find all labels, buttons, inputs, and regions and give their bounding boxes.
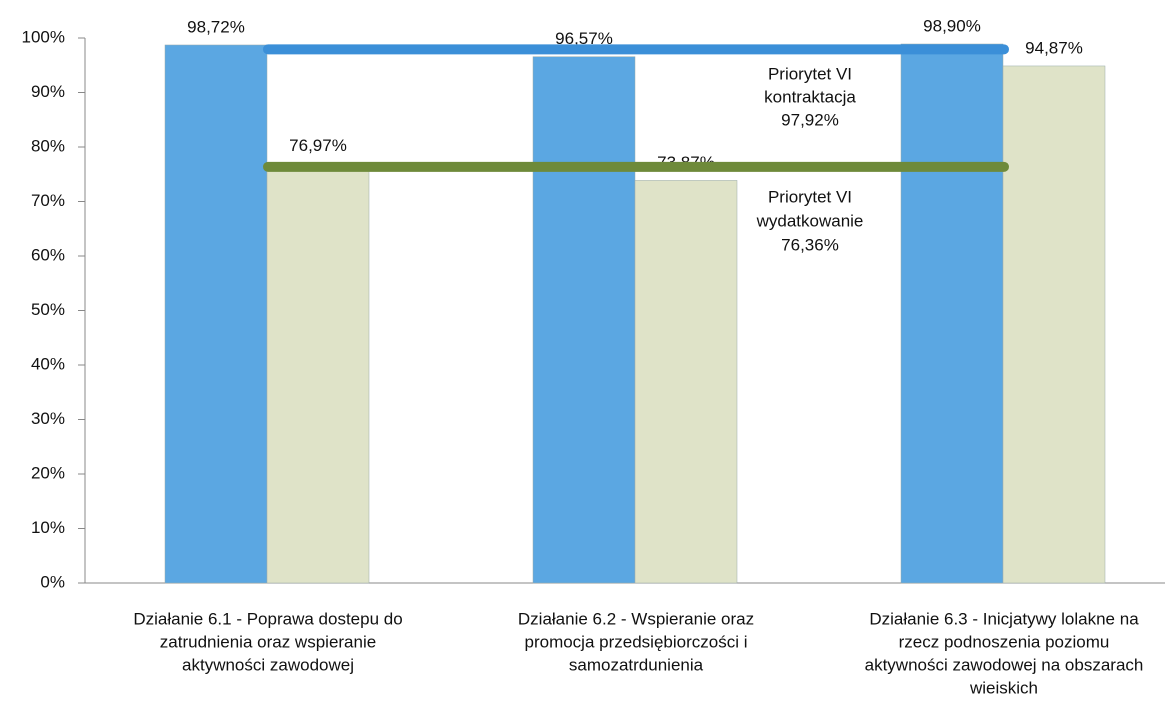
x-tick-label: Działanie 6.3 - Inicjatywy lolakne na [869, 609, 1139, 628]
y-tick-label: 40% [31, 354, 65, 373]
x-tick-label: rzecz podnoszenia poziomu [899, 632, 1110, 651]
x-tick-label: Działanie 6.2 - Wspieranie oraz [518, 609, 754, 628]
x-tick-label: zatrudnienia oraz wspieranie [160, 632, 376, 651]
x-tick-label: wieiskich [969, 678, 1038, 697]
bar [1002, 65, 1106, 584]
y-tick-label: 0% [40, 572, 65, 591]
data-label: 96,57% [555, 29, 613, 48]
x-tick-label: samozatrdunienia [569, 655, 704, 674]
data-label: 94,87% [1025, 38, 1083, 57]
bar [266, 163, 370, 584]
bar [634, 180, 738, 584]
bar [900, 43, 1004, 584]
y-tick-label: 100% [22, 27, 65, 46]
y-tick-label: 50% [31, 300, 65, 319]
y-tick-label: 20% [31, 463, 65, 482]
x-tick-label: Działanie 6.1 - Poprawa dostepu do [133, 609, 402, 628]
x-tick-label: aktywności zawodowej na obszarach [865, 655, 1144, 674]
x-tick-label: promocja przedsiębiorczości i [525, 632, 748, 651]
y-tick-label: 60% [31, 245, 65, 264]
reference-value: 97,92% [781, 110, 839, 129]
reference-label: Priorytet VI [768, 64, 852, 83]
data-label: 98,72% [187, 17, 245, 36]
y-tick-label: 90% [31, 82, 65, 101]
data-label: 76,97% [289, 136, 347, 155]
bar [164, 44, 268, 584]
reference-label: wydatkowanie [756, 211, 864, 230]
data-label: 98,90% [923, 16, 981, 35]
y-tick-label: 30% [31, 409, 65, 428]
y-tick-label: 70% [31, 191, 65, 210]
y-tick-label: 10% [31, 518, 65, 537]
reference-value: 76,36% [781, 235, 839, 254]
y-tick-label: 80% [31, 136, 65, 155]
bar [532, 56, 636, 584]
x-tick-label: aktywności zawodowej [182, 655, 354, 674]
reference-label: kontraktacja [764, 87, 856, 106]
reference-label: Priorytet VI [768, 187, 852, 206]
